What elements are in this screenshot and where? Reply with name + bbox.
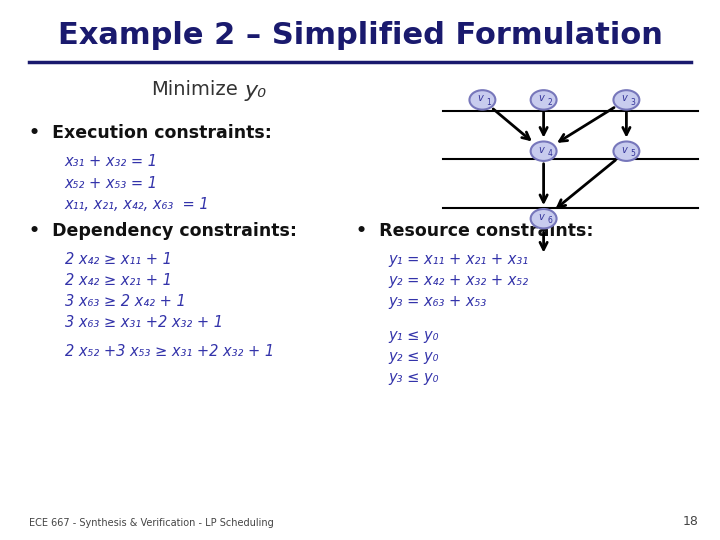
Text: y₁ = x₁₁ + x₂₁ + x₃₁: y₁ = x₁₁ + x₂₁ + x₃₁	[389, 252, 529, 267]
Text: 18: 18	[683, 515, 698, 528]
Text: •  Execution constraints:: • Execution constraints:	[29, 124, 271, 142]
Text: •  Resource constraints:: • Resource constraints:	[356, 222, 594, 240]
Text: 2 x₅₂ +3 x₅₃ ≥ x₃₁ +2 x₃₂ + 1: 2 x₅₂ +3 x₅₃ ≥ x₃₁ +2 x₃₂ + 1	[65, 344, 274, 359]
Circle shape	[613, 141, 639, 161]
Text: 2: 2	[548, 98, 552, 106]
Text: Minimize: Minimize	[151, 79, 238, 99]
Text: •  Dependency constraints:: • Dependency constraints:	[29, 222, 297, 240]
Text: v: v	[477, 93, 483, 103]
Text: 2 x₄₂ ≥ x₂₁ + 1: 2 x₄₂ ≥ x₂₁ + 1	[65, 273, 171, 288]
Circle shape	[469, 90, 495, 110]
Text: y₂ ≤ y₀: y₂ ≤ y₀	[389, 349, 439, 364]
Text: 5: 5	[631, 149, 635, 158]
Text: x₁₁, x₂₁, x₄₂, x₆₃  = 1: x₁₁, x₂₁, x₄₂, x₆₃ = 1	[65, 197, 210, 212]
Text: ECE 667 - Synthesis & Verification - LP Scheduling: ECE 667 - Synthesis & Verification - LP …	[29, 518, 274, 528]
Text: 6: 6	[548, 217, 552, 225]
Text: v: v	[621, 145, 627, 154]
Text: 2 x₄₂ ≥ x₁₁ + 1: 2 x₄₂ ≥ x₁₁ + 1	[65, 252, 171, 267]
Circle shape	[531, 141, 557, 161]
Text: y₀: y₀	[245, 80, 266, 101]
Text: v: v	[539, 93, 544, 103]
Text: Example 2 – Simplified Formulation: Example 2 – Simplified Formulation	[58, 21, 662, 50]
Text: y₂ = x₄₂ + x₃₂ + x₅₂: y₂ = x₄₂ + x₃₂ + x₅₂	[389, 273, 529, 288]
Circle shape	[613, 90, 639, 110]
Text: y₃ = x₆₃ + x₅₃: y₃ = x₆₃ + x₅₃	[389, 294, 487, 309]
Text: v: v	[539, 212, 544, 222]
Circle shape	[531, 209, 557, 228]
Text: x₃₁ + x₃₂ = 1: x₃₁ + x₃₂ = 1	[65, 154, 158, 169]
Text: v: v	[539, 145, 544, 154]
Text: y₃ ≤ y₀: y₃ ≤ y₀	[389, 370, 439, 385]
Text: y₁ ≤ y₀: y₁ ≤ y₀	[389, 328, 439, 343]
Text: 3 x₆₃ ≥ x₃₁ +2 x₃₂ + 1: 3 x₆₃ ≥ x₃₁ +2 x₃₂ + 1	[65, 315, 222, 330]
Text: 1: 1	[487, 98, 491, 106]
Text: 4: 4	[548, 149, 552, 158]
Text: v: v	[621, 93, 627, 103]
Circle shape	[531, 90, 557, 110]
Text: 3 x₆₃ ≥ 2 x₄₂ + 1: 3 x₆₃ ≥ 2 x₄₂ + 1	[65, 294, 186, 309]
Text: x₅₂ + x₅₃ = 1: x₅₂ + x₅₃ = 1	[65, 176, 158, 191]
Text: 3: 3	[631, 98, 635, 106]
